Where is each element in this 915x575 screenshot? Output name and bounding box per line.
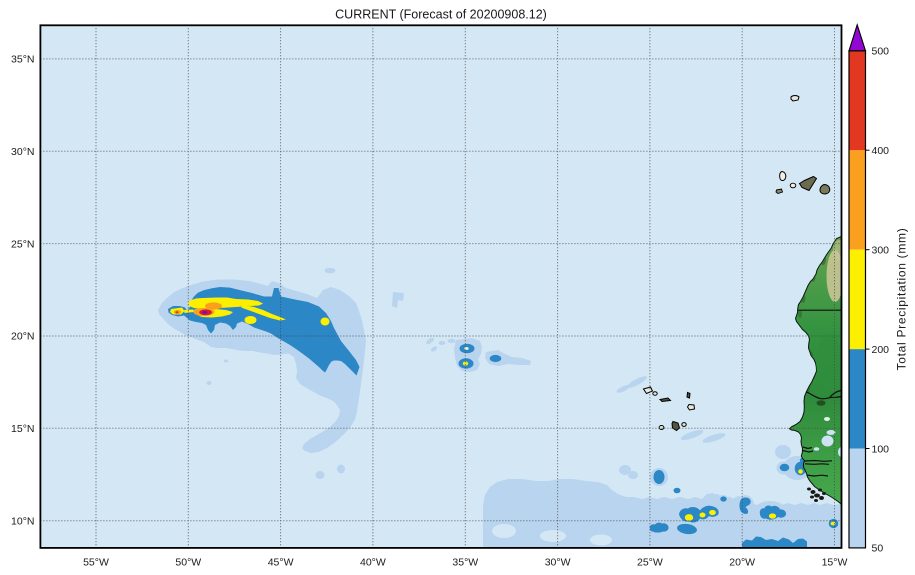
svg-text:100: 100 (872, 443, 890, 455)
svg-text:35°N: 35°N (11, 54, 34, 66)
svg-text:40°W: 40°W (360, 557, 386, 569)
svg-text:300: 300 (872, 245, 890, 257)
svg-text:30°N: 30°N (11, 146, 34, 158)
svg-text:30°W: 30°W (545, 557, 571, 569)
svg-text:20°W: 20°W (729, 557, 755, 569)
svg-text:15°N: 15°N (11, 423, 34, 435)
svg-text:10°N: 10°N (11, 515, 34, 527)
svg-text:55°W: 55°W (83, 557, 109, 569)
svg-text:15°W: 15°W (822, 557, 848, 569)
svg-text:50°W: 50°W (175, 557, 201, 569)
svg-text:50: 50 (872, 543, 884, 555)
svg-text:25°W: 25°W (637, 557, 663, 569)
svg-text:500: 500 (872, 46, 890, 58)
svg-text:20°N: 20°N (11, 331, 34, 343)
svg-text:200: 200 (872, 344, 890, 356)
svg-text:CURRENT (Forecast of 20200908.: CURRENT (Forecast of 20200908.12) (335, 8, 547, 22)
svg-text:400: 400 (872, 145, 890, 157)
svg-text:35°W: 35°W (452, 557, 478, 569)
svg-text:45°W: 45°W (268, 557, 294, 569)
svg-text:Total Precipitation (mm): Total Precipitation (mm) (895, 228, 909, 371)
svg-text:25°N: 25°N (11, 238, 34, 250)
